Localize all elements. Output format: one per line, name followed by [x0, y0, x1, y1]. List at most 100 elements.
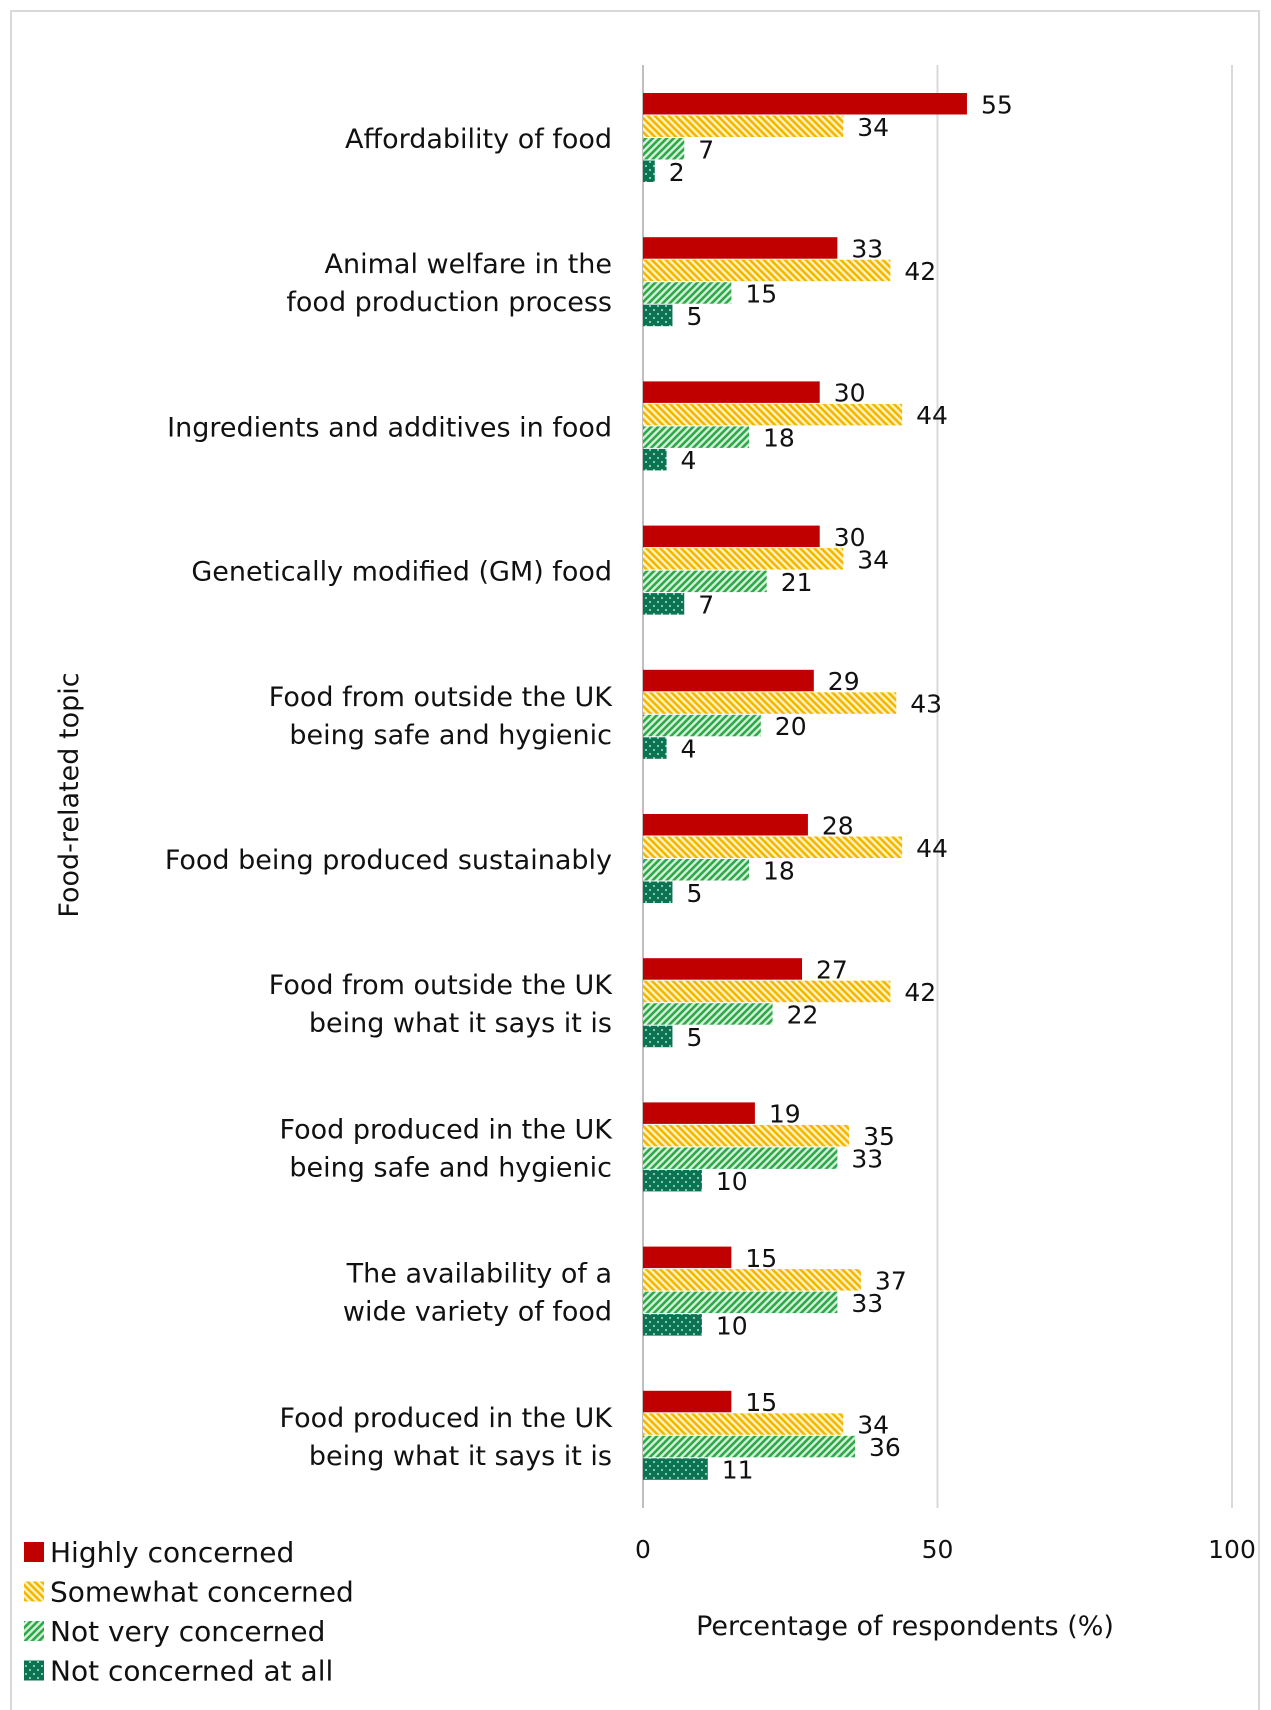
data-label: 4: [681, 446, 697, 475]
data-label: 44: [916, 834, 948, 863]
bar: [643, 138, 685, 160]
bar: [643, 881, 673, 903]
data-label: 5: [686, 1023, 702, 1052]
category-label: Food from outside the UK being what it sa…: [269, 970, 614, 1039]
bar: [643, 548, 844, 570]
bar: [643, 570, 767, 593]
data-label: 2: [669, 158, 685, 187]
bar: [643, 1291, 838, 1314]
data-label: 7: [698, 590, 714, 619]
bar: [643, 525, 820, 548]
data-label: 19: [769, 1100, 801, 1129]
data-label: 4: [681, 735, 697, 764]
data-label: 42: [904, 978, 936, 1007]
data-label: 18: [763, 424, 795, 453]
bar: [643, 958, 803, 980]
legend-swatch: [24, 1581, 44, 1602]
bar: [643, 593, 685, 615]
bar: [643, 237, 838, 259]
legend-swatch: [24, 1621, 44, 1641]
category-label: Ingredients and additives in food: [167, 412, 612, 443]
data-label: 37: [875, 1266, 907, 1295]
bar: [643, 859, 750, 881]
x-tick-label: 50: [922, 1535, 954, 1564]
data-label: 35: [863, 1122, 895, 1151]
category-label: Affordability of food: [345, 124, 612, 155]
bar: [643, 1169, 702, 1192]
bar: [643, 1003, 773, 1025]
bar: [643, 381, 820, 403]
data-label: 27: [816, 955, 848, 984]
data-label: 21: [781, 568, 813, 597]
bar: [643, 93, 967, 115]
category-label: Food from outside the UK being safe and h…: [269, 682, 614, 751]
data-label: 10: [716, 1167, 748, 1196]
data-label: 33: [851, 1289, 883, 1318]
data-label: 43: [910, 690, 942, 719]
bar: [643, 259, 891, 282]
data-label: 29: [828, 667, 860, 696]
x-tick-label: 100: [1208, 1535, 1256, 1564]
data-label: 28: [822, 811, 854, 840]
bar: [643, 115, 844, 137]
x-tick-label: 0: [635, 1535, 651, 1564]
category-label: Food produced in the UK being safe and hy…: [280, 1114, 614, 1183]
data-label: 44: [916, 401, 948, 430]
data-label: 15: [745, 279, 777, 308]
legend-label: Highly concerned: [50, 1536, 294, 1569]
legend-swatch: [24, 1542, 44, 1562]
data-label: 33: [851, 1145, 883, 1174]
chart-frame: [10, 10, 1260, 1710]
x-axis-title: Percentage of respondents (%): [696, 1611, 1114, 1642]
category-label: Genetically modified (GM) food: [191, 557, 612, 588]
data-label: 36: [869, 1433, 901, 1462]
bar: [643, 1413, 844, 1435]
data-label: 33: [851, 234, 883, 263]
legend-label: Somewhat concerned: [50, 1576, 354, 1609]
legend-label: Not concerned at all: [50, 1655, 333, 1688]
data-label: 42: [904, 257, 936, 286]
data-label: 34: [857, 545, 889, 574]
data-label: 30: [834, 523, 866, 552]
bar: [643, 669, 814, 692]
category-label: Animal welfare in the food production pro…: [286, 249, 612, 318]
data-label: 18: [763, 856, 795, 885]
legend-swatch: [24, 1660, 44, 1681]
bar: [643, 426, 750, 448]
data-label: 34: [857, 113, 889, 142]
bar: [643, 1102, 755, 1124]
bar: [643, 814, 808, 836]
bar: [643, 1147, 838, 1169]
legend-label: Not very concerned: [50, 1615, 325, 1648]
category-label: The availability of a wide variety of foo…: [343, 1259, 612, 1328]
data-label: 7: [698, 135, 714, 164]
bar: [643, 1269, 861, 1291]
data-label: 5: [686, 879, 702, 908]
data-label: 10: [716, 1311, 748, 1340]
data-label: 55: [981, 90, 1013, 119]
data-label: 15: [745, 1388, 777, 1417]
bar: [643, 1246, 732, 1269]
bar: [643, 160, 655, 182]
data-label: 20: [775, 712, 807, 741]
data-label: 5: [686, 302, 702, 331]
bar: [643, 403, 903, 426]
bar: [643, 1314, 702, 1336]
data-label: 34: [857, 1411, 889, 1440]
category-label: Food produced in the UK being what it say…: [280, 1403, 614, 1472]
category-label: Food being produced sustainably: [165, 845, 612, 876]
bar: [643, 1458, 708, 1480]
bar: [643, 282, 732, 304]
bar: [643, 714, 761, 737]
data-label: 11: [722, 1456, 754, 1485]
bar: [643, 1025, 673, 1048]
bar: [643, 980, 891, 1003]
data-label: 30: [834, 379, 866, 408]
bar: [643, 1435, 856, 1458]
bar: [643, 836, 903, 858]
bar: [643, 304, 673, 327]
data-label: 22: [787, 1000, 819, 1029]
bar: [643, 1124, 850, 1147]
bar: [643, 448, 667, 471]
